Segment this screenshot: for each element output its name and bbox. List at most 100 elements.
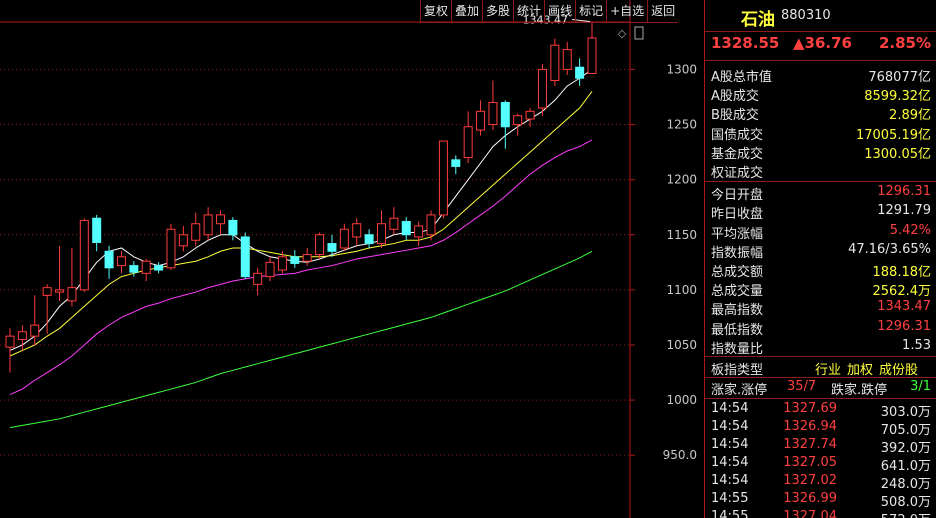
annotation-arrow — [571, 19, 591, 23]
y-tick-label: 1200 — [666, 173, 697, 187]
tick-price: 1326.94 — [783, 419, 837, 434]
stat-value: 1296.31 — [877, 318, 931, 334]
divider — [705, 31, 936, 32]
tick-volume: 392.0万 — [880, 441, 931, 456]
toolbar-button[interactable]: 返回 — [647, 0, 678, 22]
y-tick-label: 950.0 — [663, 448, 697, 462]
tick-price: 1326.99 — [783, 491, 837, 506]
price: 1328.55 — [711, 34, 780, 52]
candle-body — [30, 324, 40, 337]
divider — [705, 398, 936, 399]
candle-body — [513, 115, 523, 126]
ma-line — [9, 250, 593, 429]
stat-value: 8599.32亿 — [864, 89, 931, 105]
stat-value: 1291.79 — [877, 203, 931, 219]
index-type-label: 板指类型 — [711, 363, 764, 378]
candle-body — [587, 37, 597, 75]
tick-price: 1327.05 — [783, 455, 837, 470]
candle-body — [488, 101, 498, 126]
toolbar-button[interactable]: 标记 — [575, 0, 606, 22]
chart: ◇ 950.0 1000 1050 1100 1150 1200 1250 1300 1343.… — [0, 0, 697, 518]
candle-body — [203, 214, 213, 236]
index-type-option[interactable]: 加权 — [847, 363, 874, 378]
icon[interactable]: ◇ — [618, 27, 627, 40]
candle-body — [463, 126, 473, 159]
candle-body — [191, 223, 201, 241]
tick-price: 1327.04 — [783, 509, 837, 518]
candle-body — [216, 214, 226, 225]
divider — [705, 60, 936, 61]
toolbar-button[interactable]: 叠加 — [451, 0, 482, 22]
candle-body — [154, 265, 164, 271]
stat-value: 1296.31 — [877, 184, 931, 200]
change-pct: 2.85% — [878, 34, 931, 52]
tick-time: 14:55 — [711, 491, 749, 506]
breadth-label: 涨家.涨停 — [711, 383, 768, 398]
stock-code: 880310 — [781, 8, 831, 23]
divider — [705, 356, 936, 357]
tick-price: 1327.02 — [783, 473, 837, 488]
quote-panel: 石油 880310 1328.55 ▲36.76 2.85% A股总市值 7680… — [704, 0, 936, 518]
candle-body — [42, 287, 52, 296]
index-type-option[interactable]: 成份股 — [879, 363, 919, 378]
tick-time: 14:55 — [711, 509, 749, 518]
stat-value: 2.89亿 — [889, 108, 931, 124]
toolbar: 复权 叠加 多股 统计 画线 标记 +自选 返回 — [420, 0, 679, 23]
candle-body — [17, 331, 27, 340]
stat-label: 最低指数 — [711, 322, 764, 338]
candle-body — [364, 234, 374, 245]
icon[interactable] — [634, 26, 644, 40]
candle-body — [352, 223, 362, 238]
candle-body — [290, 256, 300, 264]
candle-body — [129, 265, 139, 273]
candle-body — [389, 217, 399, 230]
candle-body — [537, 68, 547, 109]
stat-label: 总成交量 — [711, 284, 764, 300]
tick-volume: 572.0万 — [881, 509, 931, 518]
stock-name: 石油 — [741, 10, 775, 30]
candle-body — [5, 335, 15, 348]
change: ▲36.76 — [793, 34, 852, 52]
tick-volume: 641.0万 — [880, 459, 931, 474]
candle-body — [92, 217, 102, 243]
toolbar-button[interactable]: 画线 — [544, 0, 575, 22]
candle-body — [376, 223, 386, 245]
stat-value: 188.18亿 — [872, 265, 932, 280]
stat-label: 指数振幅 — [711, 245, 764, 261]
candle-body — [438, 140, 448, 216]
stat-label: 平均涨幅 — [711, 226, 764, 242]
candle-body — [562, 49, 572, 70]
candle-body — [228, 219, 238, 236]
y-tick-label: 1100 — [666, 283, 697, 297]
stat-label: 权证成交 — [711, 166, 764, 181]
candle-body — [79, 219, 89, 291]
stat-value: 5.42% — [889, 222, 931, 238]
stat-label: 今日开盘 — [711, 188, 764, 204]
y-tick-label: 1050 — [666, 338, 697, 352]
tick-volume: 705.0万 — [880, 423, 931, 438]
index-type-option[interactable]: 行业 — [815, 363, 842, 378]
candle-body — [277, 256, 287, 271]
toolbar-button[interactable]: 多股 — [482, 0, 513, 22]
ma-line — [9, 91, 593, 357]
candle-body — [476, 110, 486, 131]
toolbar-button[interactable]: 统计 — [513, 0, 544, 22]
tick-time: 14:54 — [711, 473, 749, 488]
toolbar-button[interactable]: +自选 — [606, 0, 647, 22]
y-tick-label: 1000 — [666, 393, 697, 407]
candle-body — [240, 236, 250, 278]
stat-value: 1.53 — [902, 337, 931, 353]
ma-line — [9, 139, 593, 396]
candle-body — [67, 287, 77, 302]
candle-body — [315, 234, 325, 256]
candle-body — [426, 214, 436, 236]
stat-label: A股总市值 — [711, 70, 772, 85]
candle-body — [265, 261, 275, 278]
candle-body — [141, 260, 151, 274]
tick-price: 1327.69 — [783, 401, 837, 416]
tick-time: 14:54 — [711, 437, 749, 452]
tick-time: 14:54 — [711, 455, 749, 470]
candle-body — [178, 234, 188, 247]
candle-body — [550, 44, 560, 81]
toolbar-button[interactable]: 复权 — [420, 0, 451, 22]
